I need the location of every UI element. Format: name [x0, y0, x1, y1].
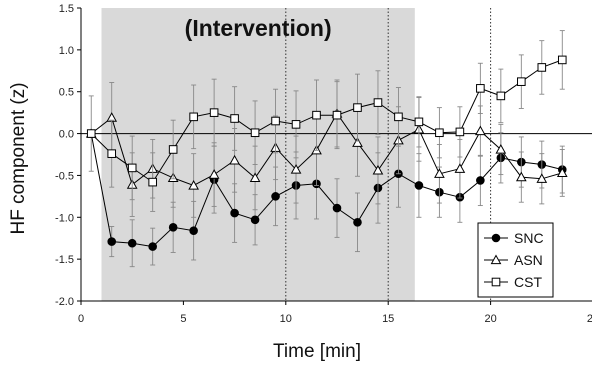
- cst-point: [476, 84, 485, 93]
- asn-point: [515, 171, 527, 182]
- legend-label-asn: ASN: [514, 252, 543, 268]
- axis-layer: -2.0 -1.5 -1.0 -0.5 0.0 0.5 1.0 1.5 0 5 10 15 20 25: [55, 3, 592, 325]
- legend: SNC ASN CST: [477, 222, 554, 298]
- cst-point: [394, 112, 403, 122]
- asn-point: [372, 164, 384, 175]
- asn-point: [290, 164, 302, 174]
- snc-point: [127, 238, 137, 248]
- cst-point: [332, 110, 342, 120]
- cst-point: [517, 77, 526, 86]
- asn-point: [454, 163, 466, 173]
- intervention-band-layer: [101, 8, 415, 301]
- snc-point: [271, 192, 280, 201]
- asn-point: [475, 125, 486, 136]
- cst-point: [414, 117, 424, 127]
- legend-entry-cst: CST: [484, 274, 542, 290]
- asn-point: [556, 167, 568, 178]
- cst-point: [209, 108, 219, 117]
- snc-point: [168, 223, 178, 232]
- cst-point: [291, 120, 301, 129]
- y-tick-label: 0.5: [59, 87, 74, 99]
- cst-point: [435, 128, 444, 138]
- legend-marker-cst: [491, 277, 501, 287]
- legend-label-cst: CST: [514, 274, 542, 290]
- intervention-label: (Intervention): [185, 15, 332, 41]
- x-tick-label: 20: [484, 313, 496, 325]
- cst-point: [557, 55, 567, 65]
- cst-point: [148, 177, 157, 187]
- snc-point: [230, 208, 239, 218]
- y-tick-label: -2.0: [55, 296, 74, 308]
- y-tick-label: 1.0: [59, 45, 74, 57]
- y-tick-label: -1.5: [55, 254, 74, 266]
- asn-point: [249, 172, 261, 183]
- cst-point: [373, 98, 383, 107]
- cst-point: [107, 149, 117, 158]
- y-tick-label: 0.0: [59, 129, 74, 141]
- cst-point: [189, 112, 198, 122]
- y-axis-title: HF component (z): [8, 82, 29, 234]
- snc-line: [90, 133, 563, 248]
- asn-point: [434, 168, 445, 178]
- x-tick-label: 15: [382, 313, 394, 325]
- asn-point: [208, 169, 220, 179]
- x-tick-label: 10: [280, 313, 292, 325]
- cst-point: [353, 103, 362, 112]
- asn-point: [188, 179, 199, 190]
- y-tick-label: -1.0: [55, 212, 74, 224]
- y-tick-label: 1.5: [59, 3, 74, 15]
- snc-point: [250, 215, 260, 225]
- x-tick-label: 25: [587, 313, 592, 325]
- cst-point: [455, 127, 465, 137]
- cst-point: [127, 163, 137, 173]
- y-tick-label: -0.5: [55, 170, 74, 182]
- cst-point: [312, 110, 321, 120]
- cst-point: [537, 63, 547, 72]
- asn-point: [495, 143, 507, 154]
- x-tick-label: 5: [180, 313, 186, 325]
- legend-marker-snc: [491, 233, 501, 243]
- legend-label-snc: SNC: [514, 230, 544, 246]
- x-tick-label: 0: [78, 313, 84, 325]
- asn-point: [536, 173, 548, 183]
- snc-point: [189, 226, 198, 235]
- cst-point: [271, 116, 280, 126]
- snc-point: [332, 203, 342, 213]
- cst-point: [168, 145, 178, 154]
- legend-entry-snc: SNC: [484, 230, 544, 246]
- asn-point: [229, 154, 240, 165]
- snc-point: [107, 237, 117, 246]
- legend-marker-asn: [490, 254, 502, 265]
- intervention-band: [101, 8, 415, 301]
- snc-point: [414, 181, 424, 190]
- cst-point: [86, 129, 96, 138]
- legend-entry-asn: ASN: [484, 252, 543, 268]
- series-layer: [85, 30, 568, 268]
- snc-point: [148, 242, 157, 251]
- cst-point: [250, 128, 260, 138]
- cst-point: [496, 91, 506, 101]
- cst-point: [230, 114, 239, 123]
- asn-point: [352, 137, 363, 147]
- series-cst: [86, 30, 567, 212]
- snc-point: [353, 218, 362, 227]
- x-axis-title: Time [min]: [273, 341, 361, 362]
- snc-point: [476, 176, 485, 185]
